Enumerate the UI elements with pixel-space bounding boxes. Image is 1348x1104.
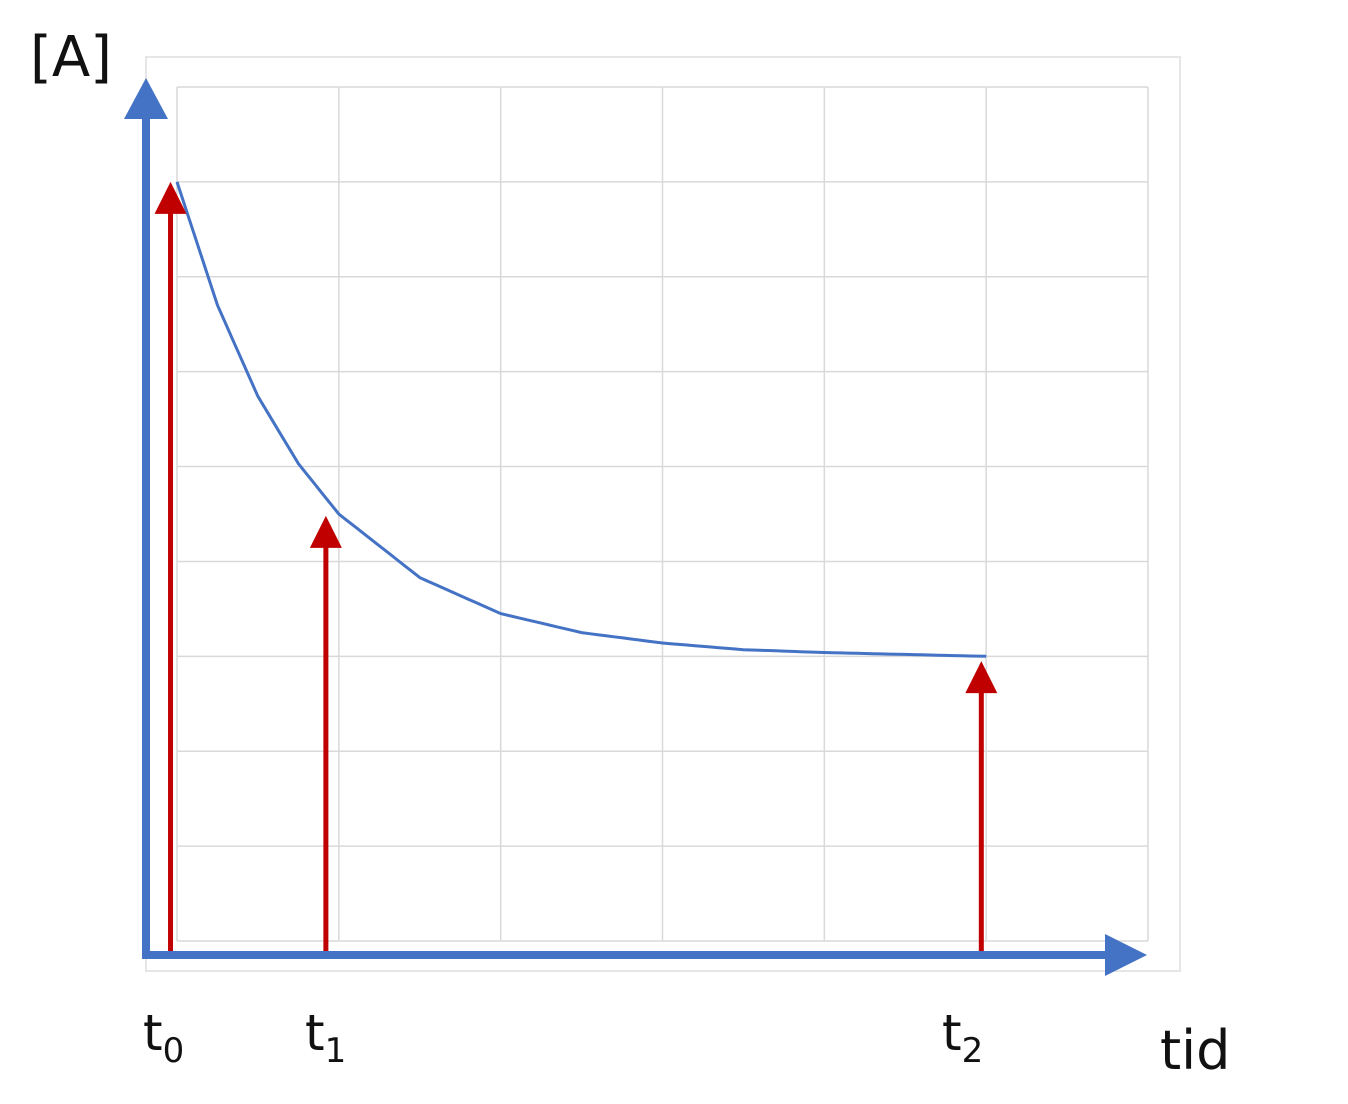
x-axis-arrowhead <box>1105 934 1147 976</box>
concentration-curve <box>175 181 987 658</box>
marker-label-t2: t2 <box>942 1004 984 1071</box>
marker-label-t0: t0 <box>143 1004 185 1071</box>
marker-arrowhead-t0 <box>154 181 187 214</box>
y-axis-arrowhead <box>124 78 168 119</box>
x-axis-label: tid <box>1160 1019 1231 1082</box>
marker-label-t1: t1 <box>305 1004 347 1071</box>
y-axis-label: [A] <box>30 25 113 90</box>
marker-arrowhead-t1 <box>309 515 342 548</box>
marker-arrowhead-t2 <box>965 661 998 694</box>
